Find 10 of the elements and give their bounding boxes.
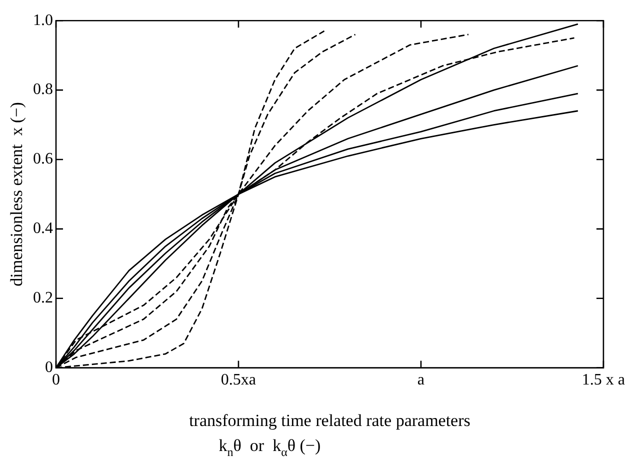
y-tick-label: 0.4 bbox=[33, 220, 53, 238]
y-tick-label: 1.0 bbox=[33, 12, 53, 29]
y-tick-label: 0.8 bbox=[33, 81, 53, 98]
y-tick-label: 0.2 bbox=[33, 290, 53, 307]
x-tick-label: a bbox=[417, 372, 425, 389]
x-tick-label: 0.5xa bbox=[220, 372, 256, 389]
y-axis-title: dimensionless extent x (−) bbox=[7, 102, 26, 286]
y-tick-label: 0 bbox=[45, 359, 53, 376]
x-tick-label: 1.5 x a bbox=[582, 372, 626, 389]
y-tick-label: 0.6 bbox=[33, 150, 53, 168]
